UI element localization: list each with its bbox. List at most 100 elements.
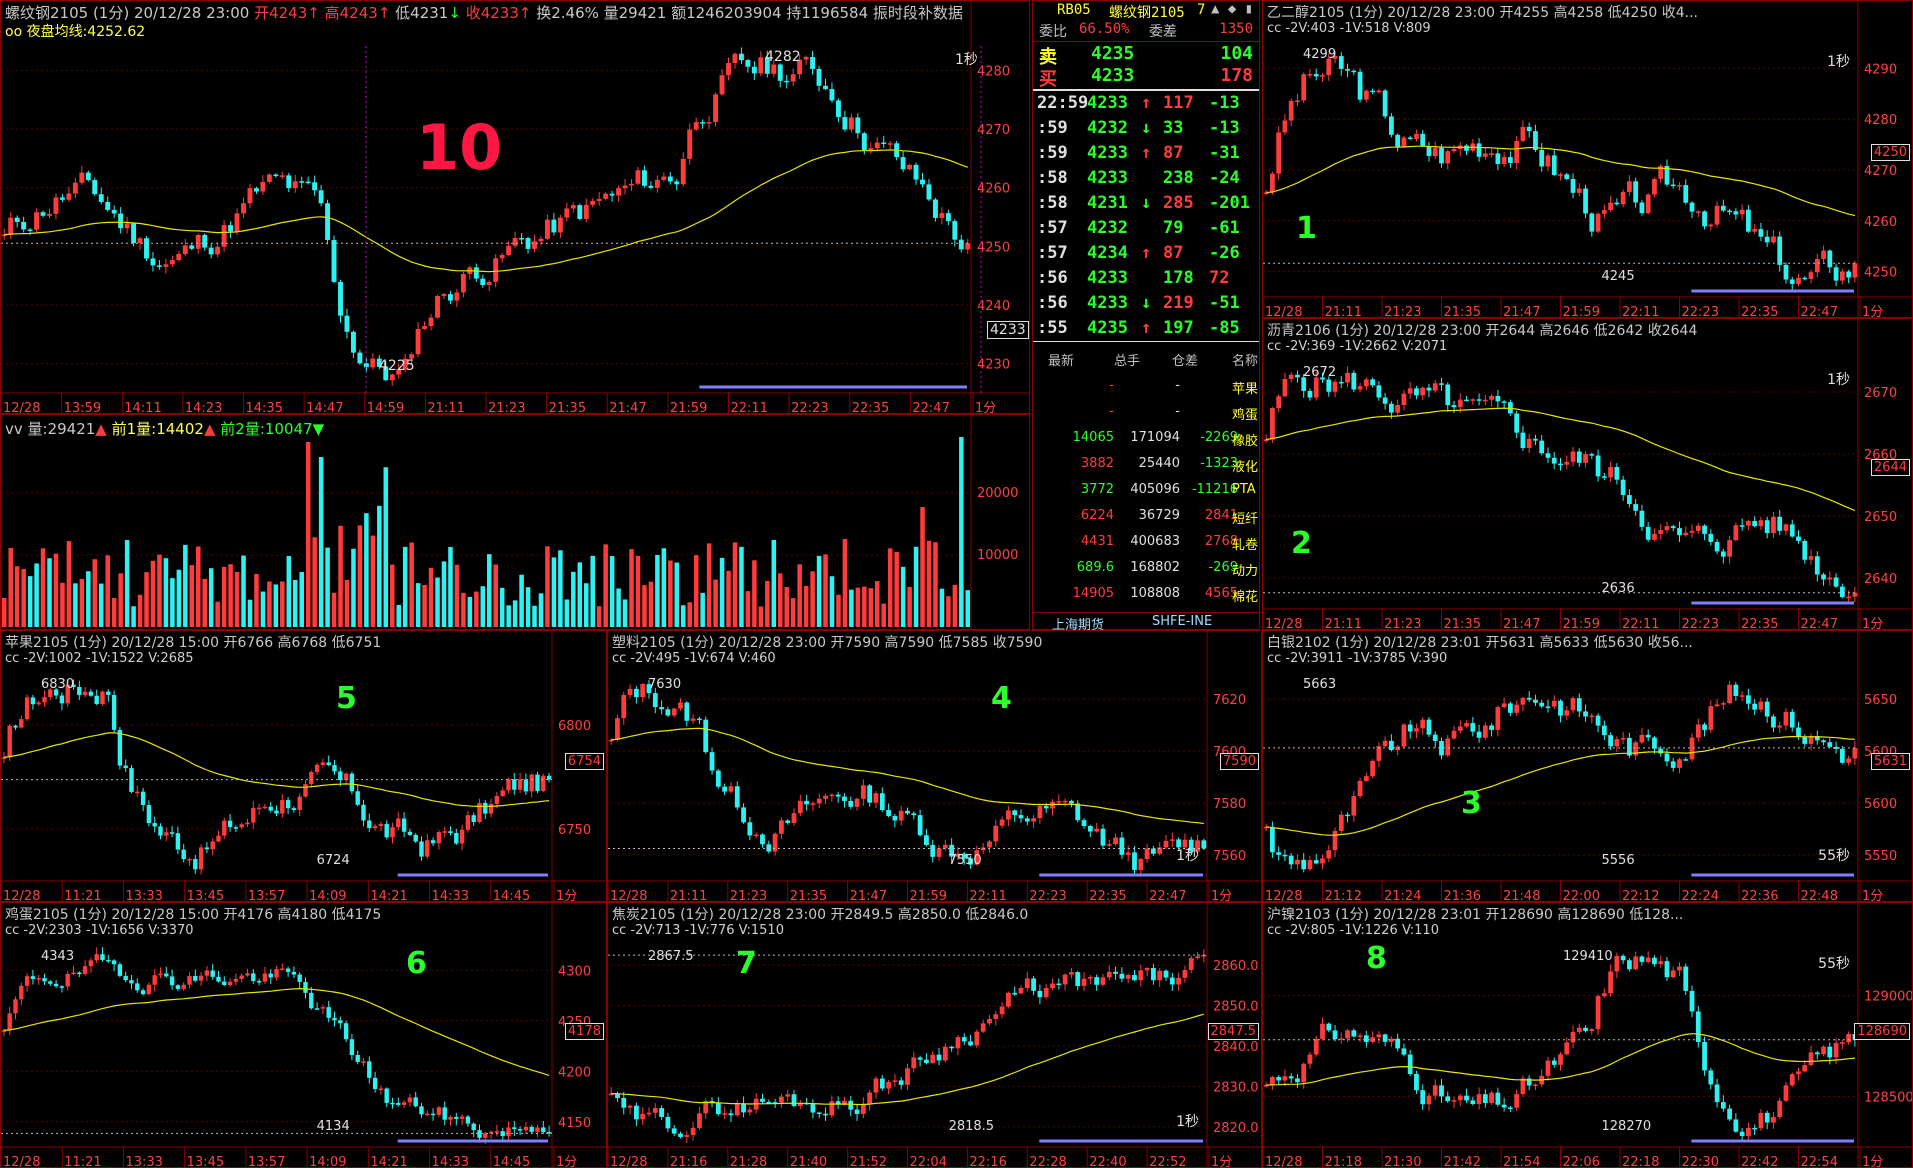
x-tick-label: 22:52 bbox=[1149, 1155, 1186, 1168]
x-tick-label: 21:11 bbox=[1325, 305, 1362, 318]
table-header[interactable]: 最新 bbox=[1048, 354, 1075, 369]
candle-body bbox=[1746, 1127, 1751, 1137]
x-tick-label: 21:23 bbox=[1384, 305, 1421, 318]
candle-body bbox=[1664, 753, 1670, 762]
candle-body bbox=[1301, 859, 1307, 870]
chart-panel-p7[interactable]: 2860.0 2850.0 2840.0 2830.0 2820.0 12/28 21:16… bbox=[607, 902, 1262, 1168]
x-tick-label: 14:35 bbox=[246, 401, 283, 414]
candle-body bbox=[541, 1127, 546, 1132]
candle-body bbox=[1376, 746, 1382, 761]
candle-body bbox=[1451, 405, 1457, 408]
candle-body bbox=[1814, 258, 1820, 273]
table-header[interactable]: 总手 bbox=[1114, 354, 1141, 369]
table-row[interactable]: 6224 36729 2841 短纤 bbox=[1032, 505, 1260, 529]
candle-body bbox=[751, 66, 757, 74]
table-row[interactable]: - - - 鸡蛋 bbox=[1032, 401, 1260, 425]
toolbar-icons[interactable]: ▲ ◆ ▮ bbox=[1211, 1, 1254, 17]
x-tick-label: 21:11 bbox=[427, 401, 464, 414]
table-row[interactable]: 3772 405096 -11216 PTA bbox=[1032, 479, 1260, 503]
candle-body bbox=[621, 694, 627, 719]
candle-body bbox=[1495, 395, 1501, 402]
volume-bar bbox=[318, 456, 324, 627]
candle-body bbox=[1376, 385, 1382, 398]
chart-panel-p5[interactable]: 6800 6750 12/28 11:21 13:33 13:45 13:57 14:09 14… bbox=[0, 630, 607, 902]
candle-body bbox=[285, 968, 291, 972]
volume-bar bbox=[47, 558, 52, 627]
candle-body bbox=[1106, 844, 1112, 846]
candle-body bbox=[784, 80, 790, 83]
table-row[interactable]: 4431 400683 2768 轧卷 bbox=[1032, 531, 1260, 555]
main-chart-panel[interactable]: 4280 4270 4260 4250 4240 4230 12/28 13:59 14:11 1… bbox=[0, 0, 1030, 414]
volume-bar bbox=[474, 591, 479, 627]
chart-panel-p4[interactable]: 762076007580756012/2821:1121:2321:3521:4… bbox=[607, 630, 1262, 902]
candle-body bbox=[332, 1017, 337, 1021]
candle-body bbox=[1551, 1060, 1557, 1065]
candle-body bbox=[879, 793, 885, 811]
candle-body bbox=[771, 64, 777, 74]
volume-bar bbox=[467, 596, 473, 627]
chart-panel-p2[interactable]: 2670 2660 2650 2640 12/28 21:11 21:23 21:35 21:4… bbox=[1262, 318, 1913, 630]
table-row[interactable]: - - - 苹果 bbox=[1032, 375, 1260, 399]
volume-bar bbox=[428, 567, 434, 627]
candle-body bbox=[367, 1061, 372, 1078]
candle-body bbox=[1295, 859, 1300, 865]
candle-body bbox=[1113, 837, 1118, 845]
candle-body bbox=[193, 975, 198, 981]
candle-body bbox=[1839, 271, 1845, 281]
panel-title: 鸡蛋2105 (1分) 20/12/28 15:00 开4176 高4180 低… bbox=[5, 907, 382, 923]
candle-body bbox=[1752, 521, 1758, 527]
y-tick-label: 4150 bbox=[558, 1116, 591, 1131]
candle-body bbox=[100, 954, 105, 960]
candle-body bbox=[1796, 277, 1801, 284]
exchange-tab[interactable]: 上海期货 bbox=[1052, 618, 1105, 633]
candle-body bbox=[1689, 737, 1695, 760]
chart-panel-p8[interactable]: 129000 128500 12/28 21:18 21:30 21:42 21:54 22:… bbox=[1262, 902, 1913, 1168]
candle-body bbox=[829, 1101, 835, 1116]
candle-body bbox=[1833, 746, 1839, 749]
candle-body bbox=[993, 1014, 999, 1019]
candle-body bbox=[777, 64, 783, 81]
table-row[interactable]: 14065 171094 -2269 橡胶 bbox=[1032, 427, 1260, 451]
candle-body bbox=[1727, 684, 1732, 704]
low-label: 5556 bbox=[1601, 853, 1635, 868]
candle-body bbox=[1783, 711, 1789, 726]
candle-body bbox=[1589, 213, 1595, 232]
cell-name: PTA bbox=[1232, 482, 1256, 497]
exchange-tab[interactable]: SHFE-INE bbox=[1152, 614, 1213, 629]
sell-price: 4235 bbox=[1091, 43, 1135, 64]
candle-body bbox=[810, 56, 816, 69]
low-label: 4134 bbox=[316, 1119, 350, 1134]
volume-bar bbox=[816, 555, 822, 627]
table-row[interactable]: 3882 25440 -1323 液化 bbox=[1032, 453, 1260, 477]
candle-body bbox=[1514, 704, 1520, 713]
candle-body bbox=[1326, 850, 1332, 859]
candle-body bbox=[413, 1097, 418, 1107]
volume-bar bbox=[868, 588, 874, 627]
volume-bar bbox=[713, 579, 718, 627]
candle-body bbox=[917, 815, 923, 836]
table-header[interactable]: 名称 bbox=[1232, 354, 1259, 369]
candle-body bbox=[958, 239, 964, 250]
candle-body bbox=[741, 807, 746, 823]
x-tick-label: 21:47 bbox=[609, 401, 646, 414]
candle-body bbox=[1313, 74, 1319, 77]
candle-body bbox=[1389, 1038, 1394, 1042]
candle-body bbox=[719, 75, 725, 95]
candle-body bbox=[1407, 1054, 1413, 1074]
chart-panel-p6[interactable]: 430042504200415012/2811:2113:3313:4513:5… bbox=[0, 902, 607, 1168]
table-row[interactable]: 689.6 168802 -269 动力 bbox=[1032, 557, 1260, 581]
candle-body bbox=[1846, 758, 1851, 763]
candle-body bbox=[1201, 840, 1207, 849]
trade-vol: 238 bbox=[1163, 168, 1194, 188]
candle-body bbox=[396, 369, 402, 375]
candle-body bbox=[1551, 155, 1557, 176]
candle-body bbox=[1351, 372, 1357, 390]
chart-panel-p3[interactable]: 565056005600555012/2821:1221:2421:3621:4… bbox=[1262, 630, 1913, 902]
candle-body bbox=[471, 1123, 476, 1131]
chart-panel-p1[interactable]: 4290 4280 4270 4260 4250 12/28 21:11 21:23 21:35… bbox=[1262, 0, 1913, 318]
table-row[interactable]: 14905 108808 4565 棉花 bbox=[1032, 583, 1260, 607]
candle-body bbox=[465, 1116, 471, 1124]
table-header[interactable]: 仓差 bbox=[1172, 354, 1199, 369]
x-tick-label: 21:59 bbox=[1563, 617, 1600, 630]
candle-body bbox=[1005, 810, 1011, 820]
